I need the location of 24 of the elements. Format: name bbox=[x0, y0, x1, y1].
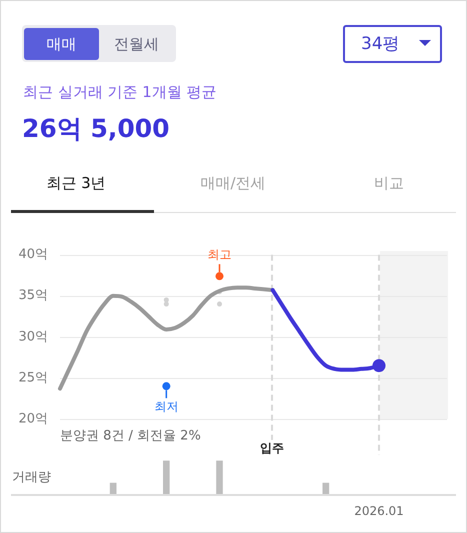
point bbox=[162, 382, 170, 390]
text: 입주 bbox=[260, 441, 284, 456]
text: 최근 3년 bbox=[45, 173, 107, 194]
point bbox=[216, 272, 224, 280]
point bbox=[217, 302, 222, 307]
point bbox=[372, 359, 386, 372]
line-series bbox=[58, 286, 275, 391]
text: 비교 bbox=[373, 173, 405, 194]
point bbox=[164, 302, 169, 307]
series-label: 최고 bbox=[208, 247, 232, 262]
text: 전월세 bbox=[113, 34, 160, 55]
y-tick-label: 30억 bbox=[18, 329, 48, 344]
text: 분양권 8건 / 회전율 2% bbox=[60, 428, 201, 444]
y-tick-label: 20억 bbox=[18, 411, 48, 426]
y-tick-label: 40억 bbox=[18, 247, 48, 262]
y-axis-title: 거래량 bbox=[12, 470, 51, 485]
y-tick-label: 25억 bbox=[18, 370, 48, 386]
text: 26억 5,000 bbox=[22, 114, 170, 144]
legend-label: 최저 bbox=[154, 399, 178, 414]
text: 매매/전세 bbox=[199, 173, 267, 194]
text: 2026.01 bbox=[354, 504, 404, 518]
text: 최근 실거래 기준 1개월 평균 bbox=[23, 83, 217, 102]
y-tick-label: 35억 bbox=[18, 288, 48, 304]
text: 34평 bbox=[361, 33, 400, 55]
